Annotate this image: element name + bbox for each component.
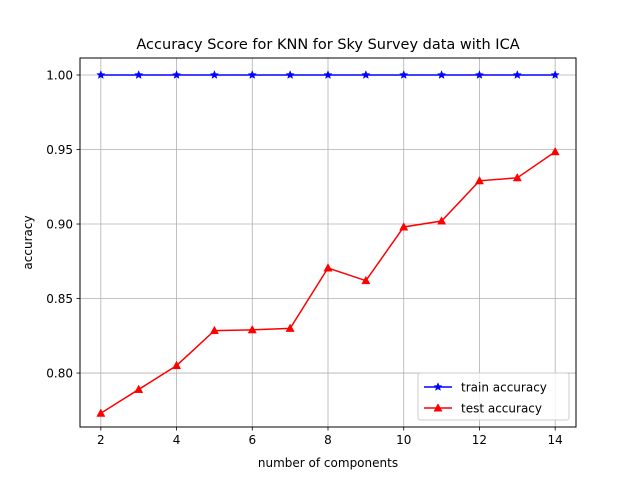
data-point (247, 70, 257, 79)
y-axis: 0.80 0.85 0.90 0.95 1.00 (46, 68, 80, 380)
y-tick-label: 0.80 (46, 366, 73, 380)
y-tick-label: 0.85 (46, 292, 73, 306)
legend-marker (433, 403, 443, 412)
data-point (550, 70, 560, 79)
data-point (550, 146, 560, 156)
data-point (285, 70, 295, 79)
x-tick-label: 14 (548, 433, 563, 447)
data-point (247, 325, 257, 334)
data-point (323, 70, 333, 79)
x-tick-label: 6 (248, 433, 256, 447)
grid (80, 58, 576, 427)
y-tick-label: 0.95 (46, 143, 73, 157)
data-point (437, 216, 447, 225)
data-point (512, 70, 522, 79)
data-point (474, 70, 485, 79)
x-tick-label: 12 (472, 433, 487, 447)
data-point (399, 222, 409, 231)
series-test-accuracy (96, 146, 560, 417)
x-tick-label: 8 (324, 433, 332, 447)
series-layer (96, 70, 560, 417)
legend-item: train accuracy (424, 380, 547, 394)
data-point (361, 275, 371, 285)
chart-title: Accuracy Score for KNN for Sky Survey da… (136, 37, 519, 53)
data-point (285, 323, 295, 332)
legend-label: test accuracy (461, 401, 542, 415)
data-point (171, 70, 182, 79)
x-axis-label: number of components (258, 456, 398, 470)
legend-box (417, 372, 570, 421)
y-tick-label: 1.00 (46, 68, 73, 82)
x-tick-label: 10 (396, 433, 411, 447)
series-train-accuracy (96, 70, 560, 79)
data-point (361, 70, 371, 79)
data-point (172, 360, 182, 370)
data-point (399, 70, 409, 79)
legend-marker (433, 382, 443, 391)
data-point (323, 263, 333, 272)
x-axis: 2 4 6 8 10 12 14 (97, 427, 563, 447)
x-tick-label: 2 (97, 433, 105, 447)
data-point (209, 70, 220, 79)
y-axis-label: accuracy (21, 215, 35, 269)
data-point (134, 70, 144, 79)
data-point (474, 175, 484, 185)
legend-label: train accuracy (461, 380, 547, 394)
data-point (134, 384, 144, 393)
data-point (209, 325, 219, 335)
data-point (436, 70, 447, 79)
legend: train accuracy test accuracy (417, 372, 570, 421)
data-point (96, 408, 106, 417)
data-point (512, 172, 522, 182)
data-point (96, 70, 106, 79)
legend-item: test accuracy (424, 401, 542, 415)
x-tick-label: 4 (173, 433, 181, 447)
y-tick-label: 0.90 (46, 217, 73, 231)
